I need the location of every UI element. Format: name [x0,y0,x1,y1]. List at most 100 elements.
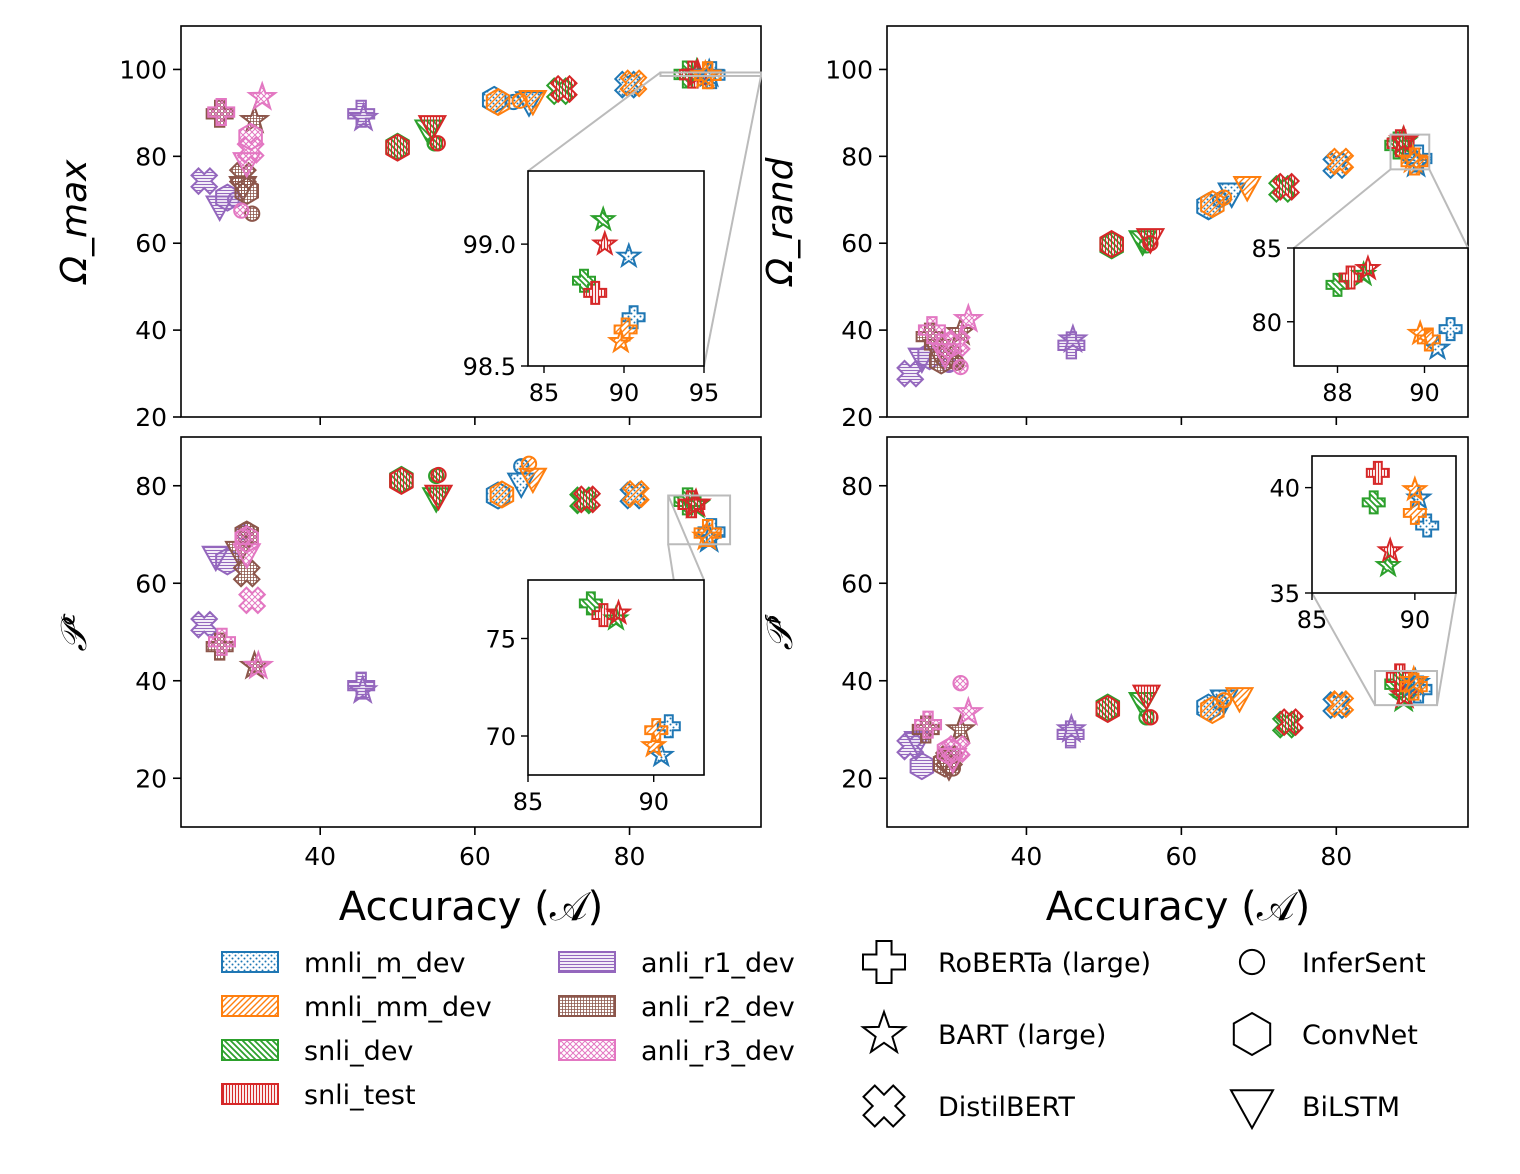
inset-point-bart-snli_test [1376,536,1405,563]
point-bilstm-mnli_mm_dev [518,89,548,117]
point-convnet-mnli_mm_dev [485,87,511,117]
legend-label: anli_r1_dev [641,948,795,979]
legend-item-anli_r2_dev: anli_r2_dev [558,992,795,1023]
x-tick-label: 80 [614,842,646,871]
point-bart-anli_r3_dev [952,695,985,726]
point-distilbert-anli_r1_dev [190,610,219,639]
point-bilstm-anli_r3_dev [232,543,262,570]
point-distilbert-snli_test [1275,708,1304,737]
point-distilbert-mnli_mm_dev [621,479,650,509]
y-tick-label: 20 [841,764,873,793]
data-points [896,123,1433,388]
point-bart-anli_r3_dev [242,649,275,680]
legend-item-bart: BART (large) [860,1008,1106,1055]
point-distilbert-mnli_mm_dev [1326,690,1355,719]
data-points [190,455,726,705]
point-convnet-anli_r1_dev [909,751,935,781]
hexagon-marker-icon [1232,1011,1272,1057]
y-tick-label: 80 [135,142,167,171]
point-bart-snli_test [1387,123,1420,155]
zoom-connector [1428,168,1469,249]
point-distilbert-snli_test [549,74,578,104]
point-convnet-snli_test [389,466,414,496]
zoom-connector [1293,168,1392,249]
point-bart-anli_r3_dev [246,80,279,111]
point-convnet-snli_test [1099,229,1124,259]
point-bilstm-snli_test [417,115,448,142]
point-bilstm-mnli_mm_dev [1232,175,1262,203]
inset-points [1325,254,1463,361]
y-tick-label: 40 [841,316,873,345]
inset-point-bart-snli_test [604,598,633,625]
legend-label: BART (large) [938,1020,1106,1051]
inset-point-roberta-snli_test [591,603,616,628]
zoom-region [659,71,763,77]
inset-x-tick-label: 88 [1322,379,1353,407]
inset-y-tick-label: 99.0 [463,231,516,259]
inset-points [1361,460,1440,578]
point-convnet-mnli_mm_dev [1200,189,1225,219]
legend-label: anli_r3_dev [641,1036,795,1067]
point-convnet-snli_test [385,133,410,162]
inset-point-bart-snli_dev [1374,551,1402,578]
point-bilstm-snli_test [1131,684,1162,712]
axes-frame [886,25,1469,418]
y-tick-label: 40 [841,667,873,696]
inset-point-roberta-snli_dev [1361,490,1386,515]
point-convnet-snli_test [1095,694,1121,724]
axes-frame [180,25,762,418]
point-infersent-anli_r3_dev [952,358,969,376]
point-bilstm-anli_r1_dev [907,347,937,375]
inset-point-roberta-mnli_m_dev [1438,317,1463,342]
inset-points [578,591,681,768]
inset-omega-max: 98.5 99.0 85 90 95 [463,170,720,407]
point-bilstm-mnli_mm_dev [1224,687,1255,714]
inset-point-bart-mnli_mm_dev [1400,475,1429,502]
zoom-connector [703,75,762,367]
inset-y-tick-label: 98.5 [463,353,516,381]
point-infersent-anli_r3_dev [952,675,969,692]
x-axis-label-right: Accuracy (𝒜) [1046,884,1310,930]
legend-label: snli_test [304,1080,416,1111]
inset-pf: 35 40 85 90 [1269,455,1457,634]
inset-point-bart-mnli_m_dev [614,241,643,269]
inset-x-tick-label: 90 [1400,606,1431,634]
legend-label: ConvNet [1302,1020,1418,1051]
point-infersent-anli_r3_dev [233,202,250,219]
point-bart-mnli_mm_dev [1397,143,1429,174]
point-roberta-anli_r3_dev [914,710,943,739]
point-convnet-mnli_mm_dev [1200,695,1225,725]
inset-point-bart-snli_dev [589,205,618,232]
inset-x-tick-label: 95 [689,379,720,407]
y-tick-label: 60 [841,229,873,258]
inset-point-bart-mnli_mm_dev [606,327,635,354]
legend-label: InferSent [1302,948,1426,979]
y-axis-label: Ω_max [54,159,95,286]
legend-item-snli_dev: snli_dev [221,1036,413,1067]
inset-point-bart-mnli_mm_dev [1406,318,1435,346]
y-tick-label: 20 [135,403,167,432]
legend-swatch [221,995,279,1017]
point-bilstm-anli_r3_dev [232,152,262,179]
zoom-connector [1311,592,1376,706]
y-tick-label: 60 [135,569,167,598]
point-distilbert-snli_test [572,485,602,514]
inset-x-tick-label: 90 [609,379,640,407]
legend-item-infersent: InferSent [1238,948,1426,979]
legend-item-anli_r1_dev: anli_r1_dev [558,948,795,979]
y-axis-label: Ω_rand [760,156,801,287]
legend-label: DistilBERT [938,1092,1075,1123]
point-bilstm-anli_r1_dev [201,545,231,573]
legend-label: mnli_mm_dev [304,992,492,1023]
legend-item-convnet: ConvNet [1232,1011,1418,1057]
point-roberta-anli_r3_dev [207,98,236,127]
inset-point-bart-snli_test [590,229,619,256]
legend-item-bilstm: BiLSTM [1229,1089,1400,1131]
triangle-marker-icon [1229,1089,1275,1131]
x-marker-icon [862,1084,906,1128]
y-tick-label: 80 [841,142,873,171]
point-bilstm-anli_r2_dev [228,175,258,203]
inset-omega-rand: 80 85 88 90 [1251,235,1469,407]
y-tick-label: 20 [135,764,167,793]
inset-y-tick-label: 35 [1269,580,1300,608]
